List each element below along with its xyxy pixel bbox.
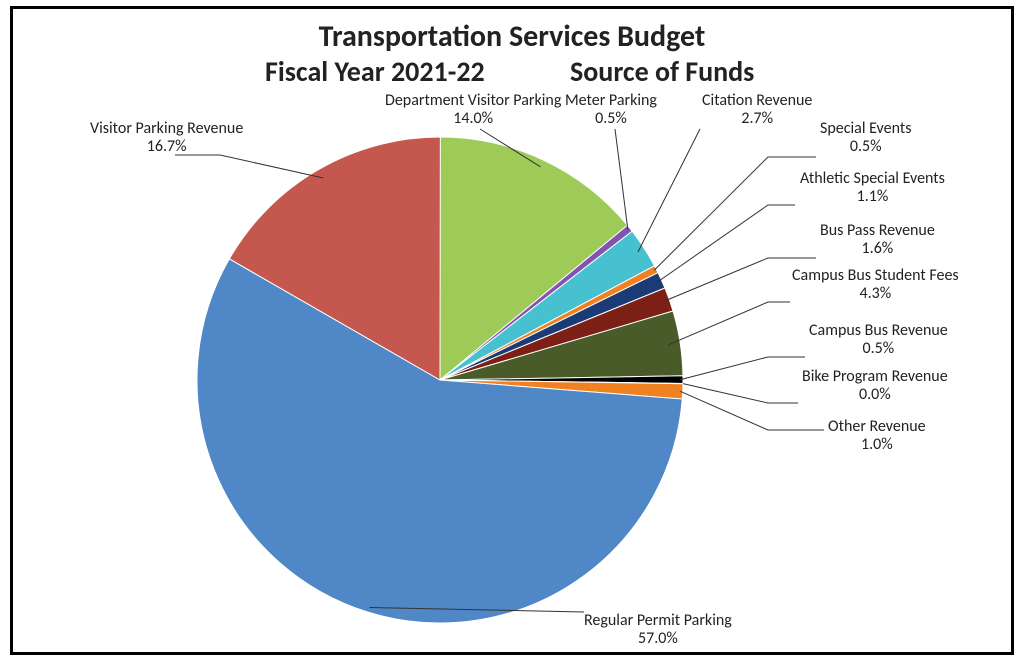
slice-label-name: Meter Parking (565, 92, 657, 110)
slice-label-name: Citation Revenue (702, 92, 812, 110)
pie-slice-label: Bus Pass Revenue1.6% (820, 222, 935, 259)
slice-label-percent: 0.5% (809, 340, 948, 358)
pie-slice-label: Department Visitor Parking14.0% (385, 92, 561, 129)
slice-label-name: Visitor Parking Revenue (90, 120, 243, 138)
slice-label-name: Campus Bus Student Fees (792, 267, 959, 285)
slice-label-percent: 0.5% (565, 110, 657, 128)
pie-slice-label: Other Revenue1.0% (828, 418, 926, 455)
slice-label-name: Campus Bus Revenue (809, 322, 948, 340)
pie-slice-label: Campus Bus Revenue0.5% (809, 322, 948, 359)
slice-label-name: Other Revenue (828, 418, 926, 436)
slice-label-percent: 57.0% (584, 630, 732, 648)
pie-slice-label: Meter Parking0.5% (565, 92, 657, 129)
pie-slice-label: Athletic Special Events1.1% (800, 170, 945, 207)
slice-label-name: Athletic Special Events (800, 170, 945, 188)
slice-label-name: Regular Permit Parking (584, 612, 732, 630)
slice-label-percent: 4.3% (792, 285, 959, 303)
slice-label-name: Bike Program Revenue (802, 368, 948, 386)
slice-label-name: Special Events (820, 120, 911, 138)
slice-label-percent: 0.5% (820, 138, 911, 156)
pie-slice-label: Citation Revenue2.7% (702, 92, 812, 129)
slice-label-percent: 0.0% (802, 386, 948, 404)
slice-label-percent: 1.6% (820, 240, 935, 258)
pie-slice-label: Regular Permit Parking57.0% (584, 612, 732, 649)
slice-label-percent: 1.1% (800, 188, 945, 206)
slice-label-percent: 2.7% (702, 110, 812, 128)
pie-slice-label: Campus Bus Student Fees4.3% (792, 267, 959, 304)
pie-slice-label: Bike Program Revenue0.0% (802, 368, 948, 405)
slice-label-name: Department Visitor Parking (385, 92, 561, 110)
pie-slice-label: Special Events0.5% (820, 120, 911, 157)
slice-label-name: Bus Pass Revenue (820, 222, 935, 240)
slice-label-percent: 14.0% (385, 110, 561, 128)
slice-label-percent: 16.7% (90, 138, 243, 156)
pie-slice-label: Visitor Parking Revenue16.7% (90, 120, 243, 157)
slice-label-percent: 1.0% (828, 436, 926, 454)
